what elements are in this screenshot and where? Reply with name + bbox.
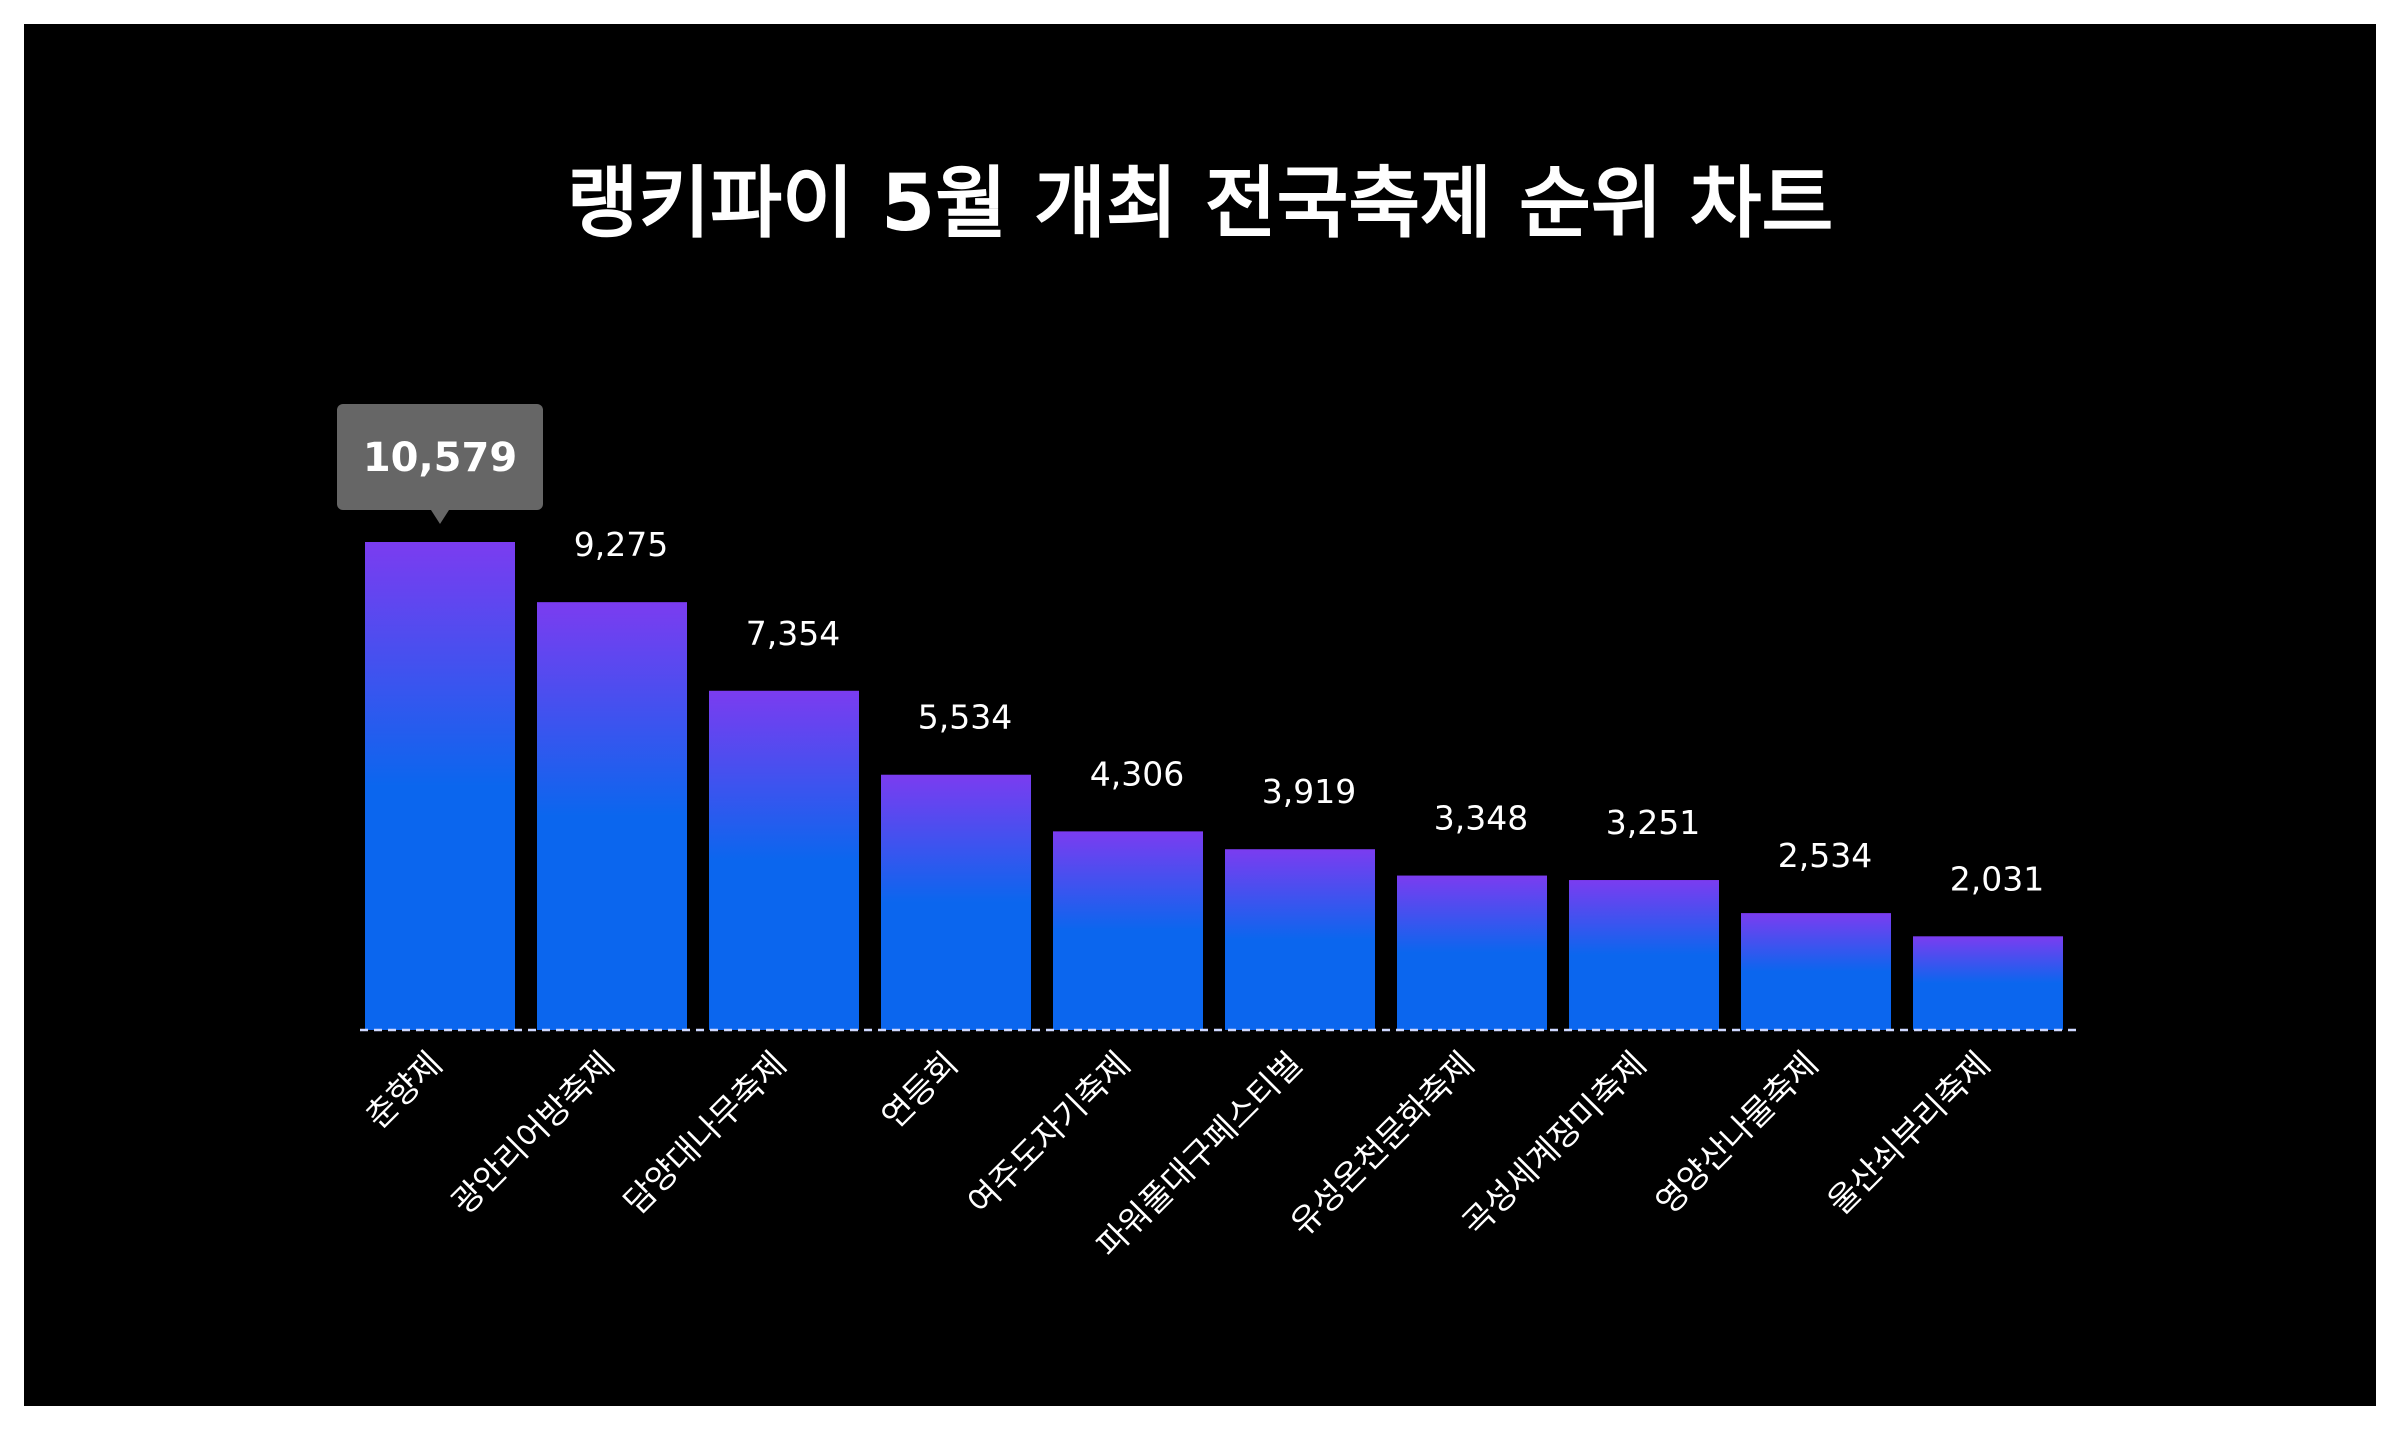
value-label-4: 5,534 xyxy=(918,698,1012,737)
category-label-8: 곡성세계장미축제 xyxy=(1454,1044,1653,1243)
value-label-5: 4,306 xyxy=(1090,754,1184,793)
bar-3[interactable] xyxy=(709,690,859,1030)
category-label-10: 울산쇠부리축제 xyxy=(1820,1044,1998,1222)
bar-chart: 랭키파이 5월 개최 전국축제 순위 차트 춘향제 9,275 광안리어방축제 7,3… xyxy=(337,159,2076,1265)
bar-9[interactable] xyxy=(1741,913,1891,1030)
value-label-6: 3,919 xyxy=(1262,772,1356,811)
bar-1[interactable] xyxy=(365,542,515,1030)
category-label-9: 영양산나물축제 xyxy=(1648,1044,1826,1222)
bar-8[interactable] xyxy=(1569,880,1719,1030)
tooltip-box xyxy=(337,404,543,510)
bar-4[interactable] xyxy=(881,774,1031,1030)
bar-5[interactable] xyxy=(1053,831,1203,1030)
category-label-3: 담양대나무축제 xyxy=(616,1044,794,1222)
value-tooltip: 10,579 xyxy=(337,404,543,524)
bars-layer xyxy=(365,542,2063,1030)
value-label-7: 3,348 xyxy=(1434,799,1528,838)
value-label-8: 3,251 xyxy=(1606,803,1700,842)
tooltip-value: 10,579 xyxy=(363,435,517,481)
value-label-10: 2,031 xyxy=(1950,859,2044,898)
category-label-2: 광안리어방축제 xyxy=(444,1044,622,1222)
bar-6[interactable] xyxy=(1225,849,1375,1030)
chart-frame: 랭키파이 5월 개최 전국축제 순위 차트 춘향제 9,275 광안리어방축제 7,3… xyxy=(24,24,2376,1406)
bar-10[interactable] xyxy=(1913,936,2063,1030)
category-label-7: 유성온천문화축제 xyxy=(1282,1044,1481,1243)
value-label-9: 2,534 xyxy=(1778,836,1872,875)
tooltip-pointer xyxy=(431,510,449,524)
category-label-1: 춘향제 xyxy=(358,1044,450,1136)
bar-7[interactable] xyxy=(1397,875,1547,1030)
value-label-3: 7,354 xyxy=(746,614,840,653)
chart-title: 랭키파이 5월 개최 전국축제 순위 차트 xyxy=(567,159,1833,249)
bar-2[interactable] xyxy=(537,602,687,1030)
category-label-4: 연등회 xyxy=(874,1044,966,1136)
value-label-2: 9,275 xyxy=(574,525,668,564)
category-label-5: 여주도자기축제 xyxy=(960,1044,1138,1222)
tooltip-layer: 10,579 xyxy=(337,404,543,524)
